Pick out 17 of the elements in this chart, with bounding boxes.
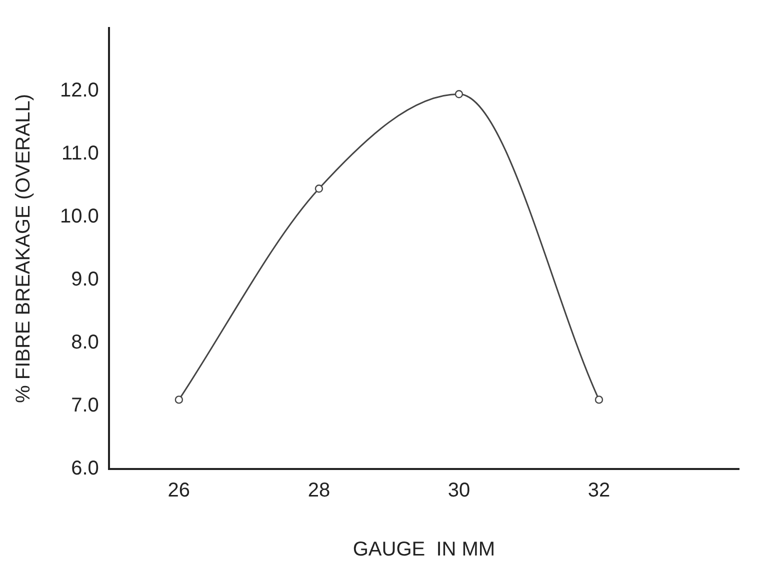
y-tick-label: 11.0 [61,142,99,165]
y-tick-label: 9.0 [71,268,99,291]
point [594,396,604,404]
y-tick-label: 10.0 [60,206,99,228]
point [454,90,464,98]
y-tick-label: 7.0 [71,394,99,417]
x-tick-label: 26 [168,480,190,502]
x-tick-label: 28 [308,480,330,502]
point [174,396,184,404]
x-axis-title: GAUGE IN MM [352,538,496,561]
y-tick-label: 6.0 [71,458,99,480]
y-axis-title: % FIBRE BREAKAGE (OVERALL) [12,94,35,403]
point [314,184,324,193]
x-tick-label: 32 [588,480,610,502]
y-tick-label: 12.0 [60,80,99,102]
x-tick-label: 30 [448,480,470,502]
y-tick-label: 8.0 [71,332,99,354]
